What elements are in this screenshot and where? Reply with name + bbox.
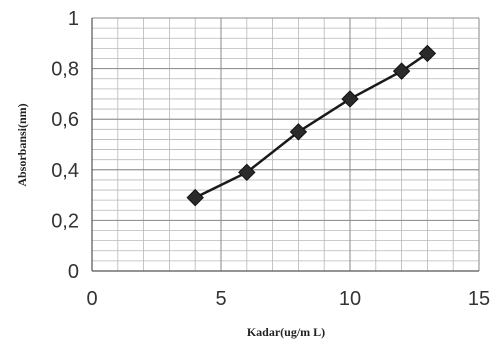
grid — [91, 17, 480, 272]
data-point-marker — [238, 163, 256, 182]
data-point-marker — [418, 44, 437, 63]
x-tick-label: 15 — [468, 288, 490, 310]
y-tick-labels: 0 0,2 0,4 0,6 0,8 1 — [51, 8, 79, 283]
data-point-marker — [392, 62, 411, 80]
x-tick-label: 0 — [86, 288, 97, 310]
series — [186, 44, 437, 207]
y-tick-label: 0 — [68, 261, 79, 283]
x-tick-label: 5 — [215, 288, 226, 310]
series-line — [194, 52, 429, 199]
x-axis-label: Kadar(ug/m L) — [247, 325, 325, 339]
y-tick-label: 0,4 — [51, 160, 79, 182]
axes — [91, 18, 479, 272]
y-tick-label: 0,2 — [51, 210, 79, 232]
x-tick-label: 10 — [339, 288, 361, 310]
x-tick-labels: 0 5 10 15 — [86, 288, 490, 310]
y-tick-label: 0,6 — [51, 109, 79, 131]
data-point-marker — [186, 188, 204, 207]
y-axis-label: Absorbansi(nm) — [15, 103, 29, 186]
data-point-marker — [289, 123, 308, 141]
y-tick-label: 1 — [68, 8, 79, 30]
data-point-marker — [341, 90, 359, 108]
y-tick-label: 0,8 — [51, 59, 79, 81]
